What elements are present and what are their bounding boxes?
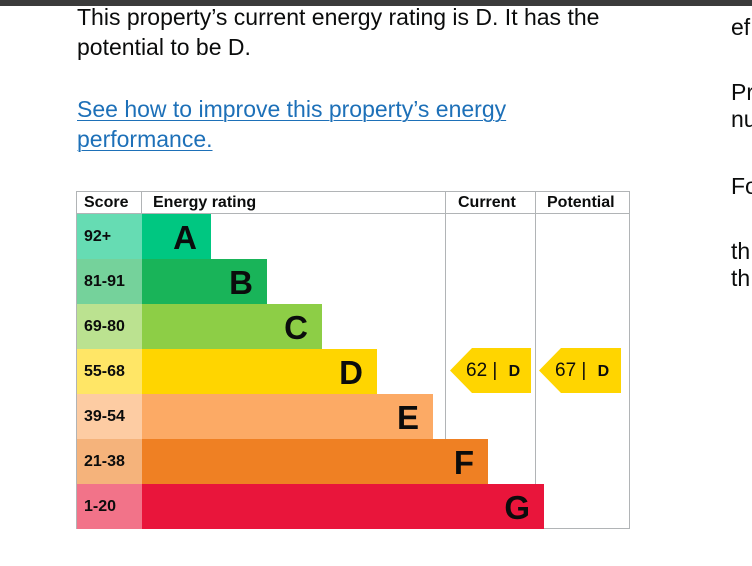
band-bar-b: B	[142, 259, 267, 304]
header-current: Current	[458, 194, 516, 211]
current-rating-separator: |	[492, 360, 498, 381]
header-row-border	[76, 191, 630, 214]
side-text-fragment: th	[731, 238, 751, 264]
header-potential: Potential	[547, 194, 615, 211]
current-rating-letter: D	[508, 363, 521, 380]
side-text-fragment: th	[731, 265, 751, 291]
band-bar-g: G	[142, 484, 544, 529]
potential-column-divider	[535, 191, 536, 529]
side-text-fragment: Fo	[731, 173, 752, 199]
band-bar-f: F	[142, 439, 488, 484]
band-score-a: 92+	[77, 214, 142, 259]
header-score: Score	[84, 194, 129, 211]
band-score-g: 1-20	[77, 484, 142, 529]
improve-energy-link[interactable]: See how to improve this property’s energ…	[77, 96, 507, 152]
band-score-d: 55-68	[77, 349, 142, 394]
band-score-c: 69-80	[77, 304, 142, 349]
current-column-divider	[445, 191, 446, 529]
header-divider	[141, 191, 142, 214]
potential-rating-value: 67	[555, 360, 577, 381]
band-score-f: 21-38	[77, 439, 142, 484]
energy-rating-chart: Score Energy rating Current Potential 92…	[76, 191, 630, 529]
potential-rating-letter: D	[597, 363, 610, 380]
band-bar-c: C	[142, 304, 322, 349]
side-text-fragment: ef	[731, 14, 751, 40]
band-bar-a: A	[142, 214, 211, 259]
energy-rating-summary: This property’s current energy rating is…	[77, 4, 600, 60]
side-text-fragment: Pr	[731, 79, 752, 105]
potential-rating-separator: |	[581, 360, 587, 381]
band-score-e: 39-54	[77, 394, 142, 439]
band-bar-e: E	[142, 394, 433, 439]
current-rating-value: 62	[466, 360, 488, 381]
header-energy-rating: Energy rating	[153, 194, 257, 211]
band-score-b: 81-91	[77, 259, 142, 304]
side-text-fragment: nu	[731, 106, 752, 132]
band-bar-d: D	[142, 349, 377, 394]
top-bar	[0, 0, 752, 6]
